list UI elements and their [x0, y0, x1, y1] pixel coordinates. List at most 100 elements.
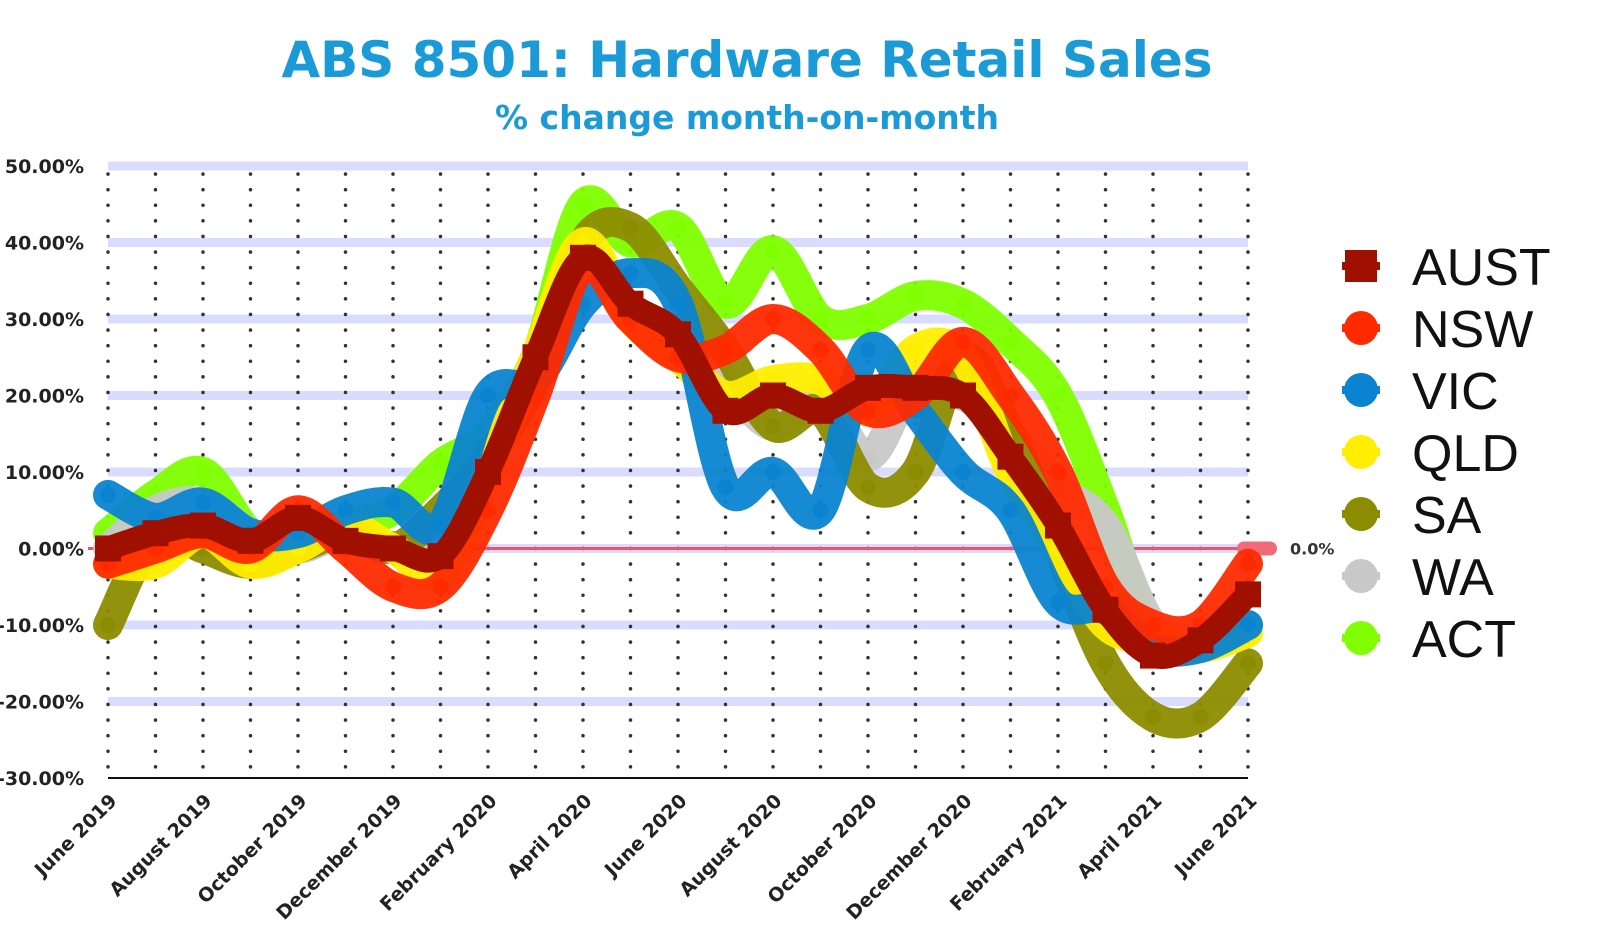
data-point-vic: [670, 295, 686, 312]
data-point-aust: [855, 374, 881, 401]
data-point-aust: [712, 397, 739, 424]
data-point-aust: [1140, 642, 1166, 669]
x-tick-label: June 2020: [599, 790, 691, 882]
data-point-sa: [1192, 708, 1209, 725]
data-point-qld: [907, 341, 924, 358]
data-point-aust: [285, 504, 311, 531]
legend-marker-nsw: [1344, 311, 1378, 345]
data-point-act: [575, 196, 591, 213]
y-tick-label: -20.00%: [0, 692, 84, 714]
data-point-aust: [997, 443, 1024, 470]
legend-label-sa: SA: [1412, 487, 1482, 545]
data-point-act: [955, 295, 971, 312]
data-point-act: [432, 456, 449, 473]
data-point-nsw: [765, 311, 781, 327]
data-point-sa: [765, 418, 781, 435]
data-point-act: [907, 288, 924, 305]
legend-marker-wa: [1344, 559, 1378, 593]
series-lines: [93, 185, 1263, 739]
data-point-aust: [570, 244, 596, 271]
data-point-nsw: [1145, 617, 1161, 633]
y-tick-label: -10.00%: [0, 615, 84, 637]
x-tick-label: August 2020: [675, 790, 786, 901]
data-point-act: [860, 311, 876, 327]
data-point-sa: [1097, 655, 1114, 672]
data-point-sa: [100, 617, 116, 633]
data-point-aust: [760, 382, 786, 409]
x-tick-label: June 2019: [29, 790, 121, 882]
zero-line-label: 0.0%: [1290, 540, 1334, 559]
data-point-act: [670, 219, 686, 236]
data-point-aust: [142, 520, 169, 547]
data-point-aust: [1235, 581, 1261, 608]
data-point-sa: [1145, 708, 1161, 725]
data-point-nsw: [860, 402, 876, 419]
data-point-aust: [902, 374, 929, 401]
data-point-aust: [95, 535, 121, 562]
data-point-vic: [955, 464, 971, 480]
data-point-act: [1050, 387, 1066, 404]
y-tick-label: 0.00%: [18, 539, 84, 561]
data-point-aust: [950, 382, 976, 409]
y-tick-label: -30.00%: [0, 768, 84, 790]
x-tick-label: April 2021: [1073, 790, 1166, 883]
data-point-nsw: [955, 333, 971, 350]
data-point-vic: [717, 479, 734, 496]
data-point-sa: [1240, 655, 1256, 672]
data-point-sa: [860, 479, 876, 496]
data-point-aust: [427, 543, 454, 570]
data-point-aust: [617, 290, 644, 317]
data-point-act: [812, 311, 829, 327]
legend-marker-aust: [1345, 250, 1377, 282]
y-tick-label: 50.00%: [5, 156, 84, 178]
data-point-nsw: [432, 578, 449, 595]
data-point-act: [717, 295, 734, 312]
data-point-vic: [100, 486, 116, 503]
legend-label-vic: VIC: [1412, 363, 1499, 421]
data-point-vic: [195, 494, 211, 511]
data-point-vic: [337, 502, 354, 519]
data-point-vic: [480, 387, 496, 404]
data-point-act: [195, 464, 211, 480]
data-point-vic: [1240, 617, 1256, 633]
data-point-aust: [332, 527, 359, 554]
data-point-aust: [522, 344, 549, 371]
data-point-aust: [807, 397, 834, 424]
data-point-sa: [907, 464, 924, 480]
data-point-aust: [380, 535, 406, 562]
data-point-aust: [237, 527, 264, 554]
x-tick-label: August 2019: [105, 790, 216, 901]
data-point-aust: [1092, 596, 1119, 623]
data-point-aust: [190, 512, 216, 539]
data-point-aust: [665, 321, 691, 348]
legend-marker-act: [1344, 621, 1378, 655]
data-point-wa: [1097, 517, 1114, 534]
data-point-act: [1002, 333, 1019, 350]
legend-label-act: ACT: [1412, 611, 1516, 669]
legend-marker-qld: [1344, 435, 1378, 469]
data-point-nsw: [1050, 464, 1066, 480]
data-point-vic: [385, 494, 401, 511]
data-point-vic: [1002, 502, 1019, 519]
data-point-nsw: [812, 341, 829, 358]
data-point-aust: [475, 459, 501, 485]
legend-label-aust: AUST: [1412, 239, 1551, 297]
data-point-vic: [765, 464, 781, 480]
y-tick-label: 40.00%: [5, 233, 84, 255]
legend-label-qld: QLD: [1412, 425, 1519, 483]
y-tick-label: 10.00%: [5, 462, 84, 484]
chart-title: ABS 8501: Hardware Retail Sales: [281, 31, 1212, 89]
data-point-nsw: [717, 341, 734, 358]
data-point-vic: [812, 502, 829, 519]
data-point-nsw: [1240, 555, 1256, 572]
x-tick-label: April 2020: [503, 790, 596, 883]
data-point-vic: [622, 265, 639, 282]
data-point-vic: [860, 341, 876, 358]
data-point-nsw: [385, 578, 401, 595]
data-point-vic: [432, 517, 449, 534]
y-tick-label: 30.00%: [5, 309, 84, 331]
x-tick-label: June 2021: [1169, 790, 1261, 882]
